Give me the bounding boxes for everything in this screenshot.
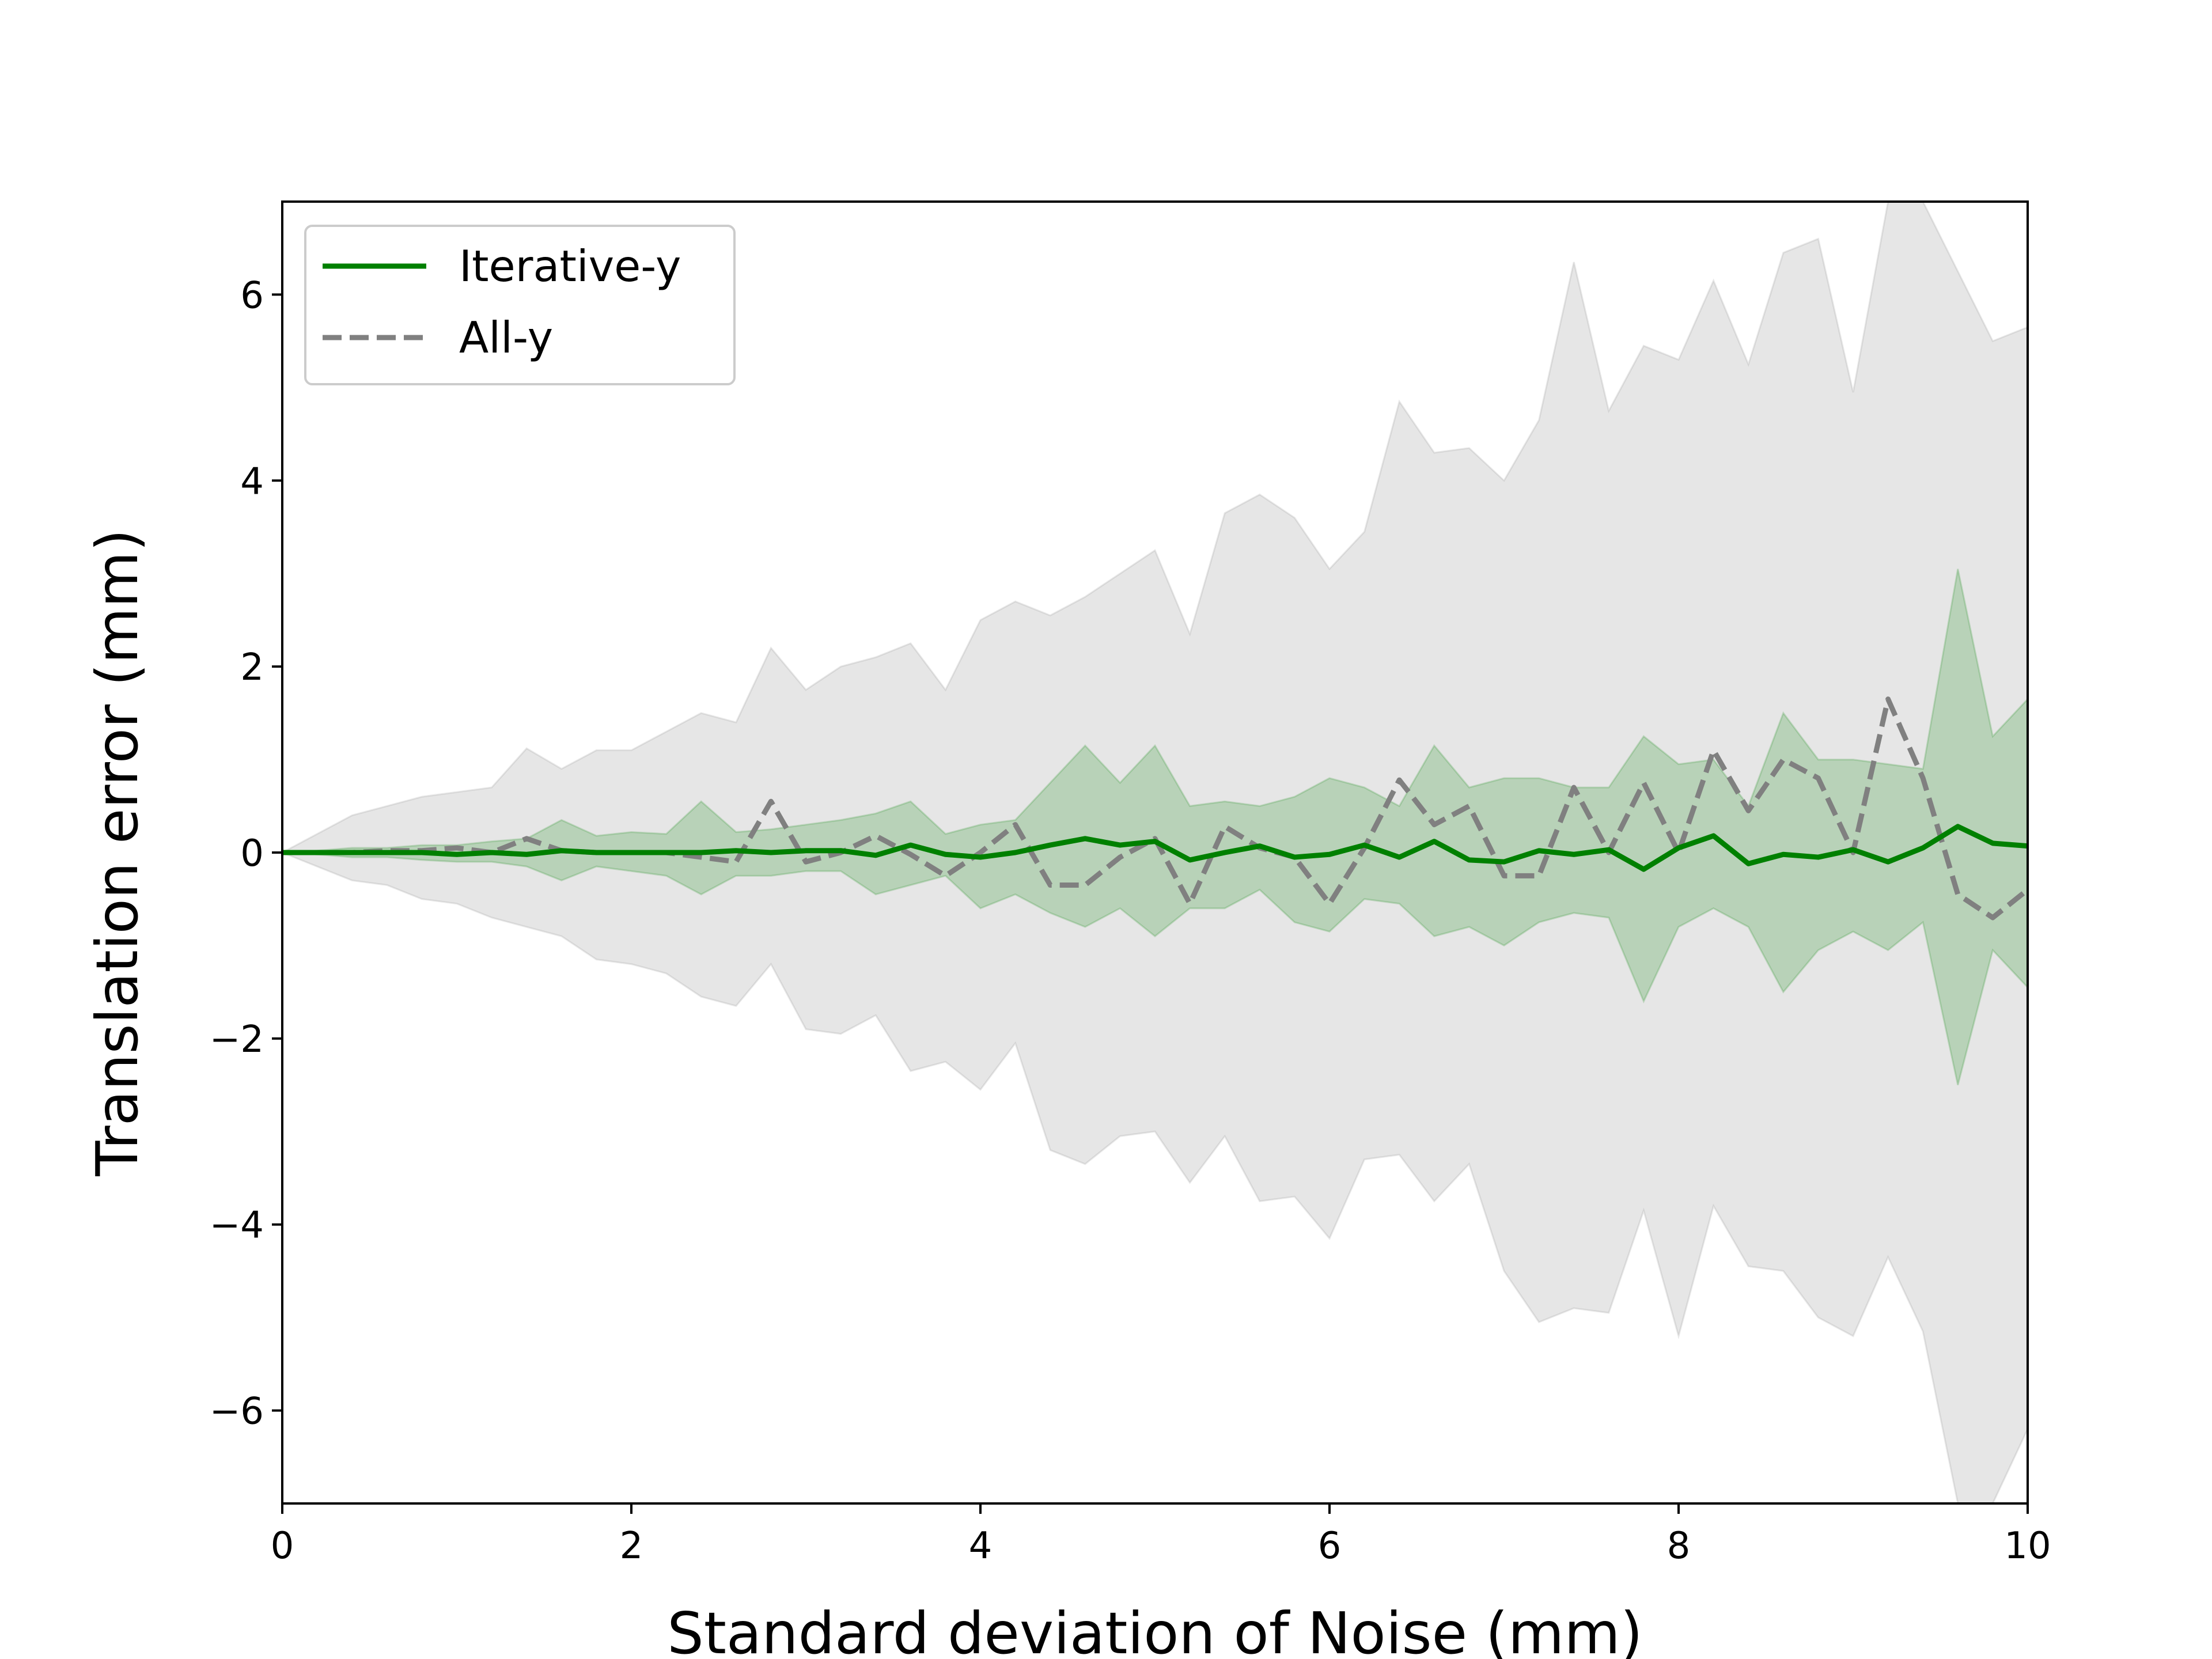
y-tick-label: 2 <box>240 646 264 689</box>
line-iterative-y <box>282 824 2028 872</box>
y-tick-label: −6 <box>210 1391 264 1433</box>
y-tick-label: 4 <box>240 460 264 503</box>
legend-label-all-y: All-y <box>459 312 553 363</box>
x-tick-label: 4 <box>969 1525 993 1567</box>
band-iterative-y <box>282 569 2028 1085</box>
line-all-y <box>282 696 2028 921</box>
series-lines <box>282 696 2028 921</box>
confidence-bands <box>282 202 2028 1503</box>
y-axis-ticks: −6 −4 −2 0 2 4 6 <box>210 274 282 1433</box>
y-tick-label: 6 <box>240 274 264 317</box>
y-tick-label: −4 <box>210 1205 264 1247</box>
y-axis-title: Translation error (mm) <box>84 529 151 1176</box>
x-tick-label: 2 <box>620 1525 643 1567</box>
x-tick-label: 6 <box>1318 1525 1342 1567</box>
x-axis-ticks: 0 2 4 6 8 10 <box>271 1503 2051 1567</box>
x-tick-label: 10 <box>2004 1525 2051 1567</box>
y-tick-label: −2 <box>210 1018 264 1061</box>
band-all-y <box>282 202 2028 1503</box>
legend-label-iterative-y: Iterative-y <box>459 241 681 291</box>
x-tick-label: 0 <box>271 1525 294 1567</box>
x-tick-label: 8 <box>1667 1525 1691 1567</box>
x-axis-title: Standard deviation of Noise (mm) <box>667 1600 1643 1659</box>
legend: Iterative-y All-y <box>304 225 736 385</box>
y-tick-label: 0 <box>240 832 264 875</box>
